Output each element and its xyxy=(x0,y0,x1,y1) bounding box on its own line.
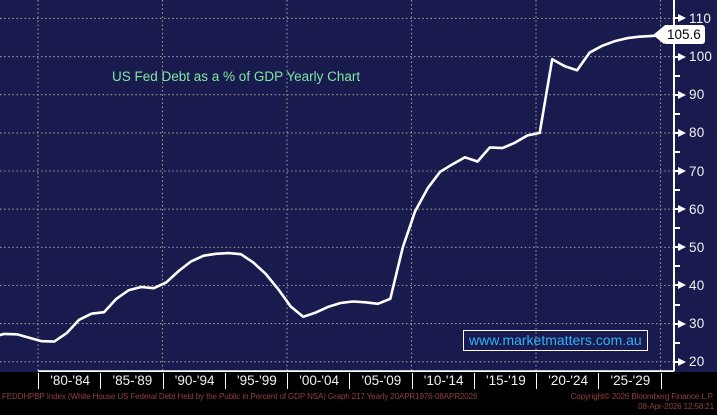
y-axis-tick: 30 xyxy=(674,315,704,332)
y-axis-tick: 60 xyxy=(674,201,704,218)
y-axis-minor-tick xyxy=(674,265,680,268)
y-axis-minor-tick xyxy=(674,74,680,77)
tick-arrow-icon xyxy=(678,128,686,137)
y-axis-tick: 20 xyxy=(674,353,704,370)
tag-pointer-icon xyxy=(653,25,664,44)
y-axis-tick: 70 xyxy=(674,163,704,180)
x-axis-bin-label: '90-'94 xyxy=(162,373,226,389)
x-axis-bin-label: '85-'89 xyxy=(100,373,163,389)
tick-arrow-icon xyxy=(678,14,686,23)
x-axis-label-strip: '80-'84'85-'89'90-'94'95-'99'00-'04'05-'… xyxy=(0,372,717,392)
x-axis-bin-label: '00-'04 xyxy=(287,373,350,389)
tick-arrow-icon xyxy=(678,357,686,366)
x-axis-bin-label: '95-'99 xyxy=(224,373,288,389)
tick-arrow-icon xyxy=(678,52,686,61)
x-axis-end-separator xyxy=(660,373,662,389)
x-axis-bin-label: '15-'19 xyxy=(473,373,537,389)
y-axis-minor-tick xyxy=(674,227,680,230)
last-value-tag: 105.6 xyxy=(653,25,705,45)
tick-arrow-icon xyxy=(678,243,686,252)
x-axis-bin-label: '20-'24 xyxy=(536,373,599,389)
y-axis-minor-tick xyxy=(674,112,680,115)
x-axis-bin-label: '10-'14 xyxy=(411,373,475,389)
tick-arrow-icon xyxy=(678,90,686,99)
watermark-link[interactable]: www.marketmatters.com.au xyxy=(463,330,648,351)
y-axis-minor-tick xyxy=(674,341,680,344)
footer-copyright: Copyright© 2026 Bloomberg Finance L.P. xyxy=(570,392,714,401)
y-axis-tick: 80 xyxy=(674,124,704,141)
x-axis-bin-label: '25-'29 xyxy=(598,373,661,389)
tick-arrow-icon xyxy=(678,281,686,290)
y-axis-minor-tick xyxy=(674,303,680,306)
last-value-label: 105.6 xyxy=(663,25,705,45)
chart-title: US Fed Debt as a % of GDP Yearly Chart xyxy=(112,69,361,84)
chart-footer: FEDDHPBP Index (White House US Federal D… xyxy=(0,390,717,415)
y-axis-tick: 40 xyxy=(674,277,704,294)
x-axis-bin-label: '80-'84 xyxy=(38,373,101,389)
footer-description: FEDDHPBP Index (White House US Federal D… xyxy=(2,392,478,401)
x-axis-bin-label: '05-'09 xyxy=(349,373,412,389)
y-axis-tick: 100 xyxy=(674,48,712,65)
tick-arrow-icon xyxy=(678,167,686,176)
y-axis-minor-tick xyxy=(674,150,680,153)
y-axis-minor-tick xyxy=(674,189,680,192)
tick-arrow-icon xyxy=(678,205,686,214)
tick-arrow-icon xyxy=(678,319,686,328)
y-axis-tick: 110 xyxy=(674,10,711,27)
y-axis-tick: 50 xyxy=(674,239,704,256)
footer-timestamp: 08-Apr-2026 12:58:21 xyxy=(638,402,714,411)
y-axis-tick: 90 xyxy=(674,86,704,103)
